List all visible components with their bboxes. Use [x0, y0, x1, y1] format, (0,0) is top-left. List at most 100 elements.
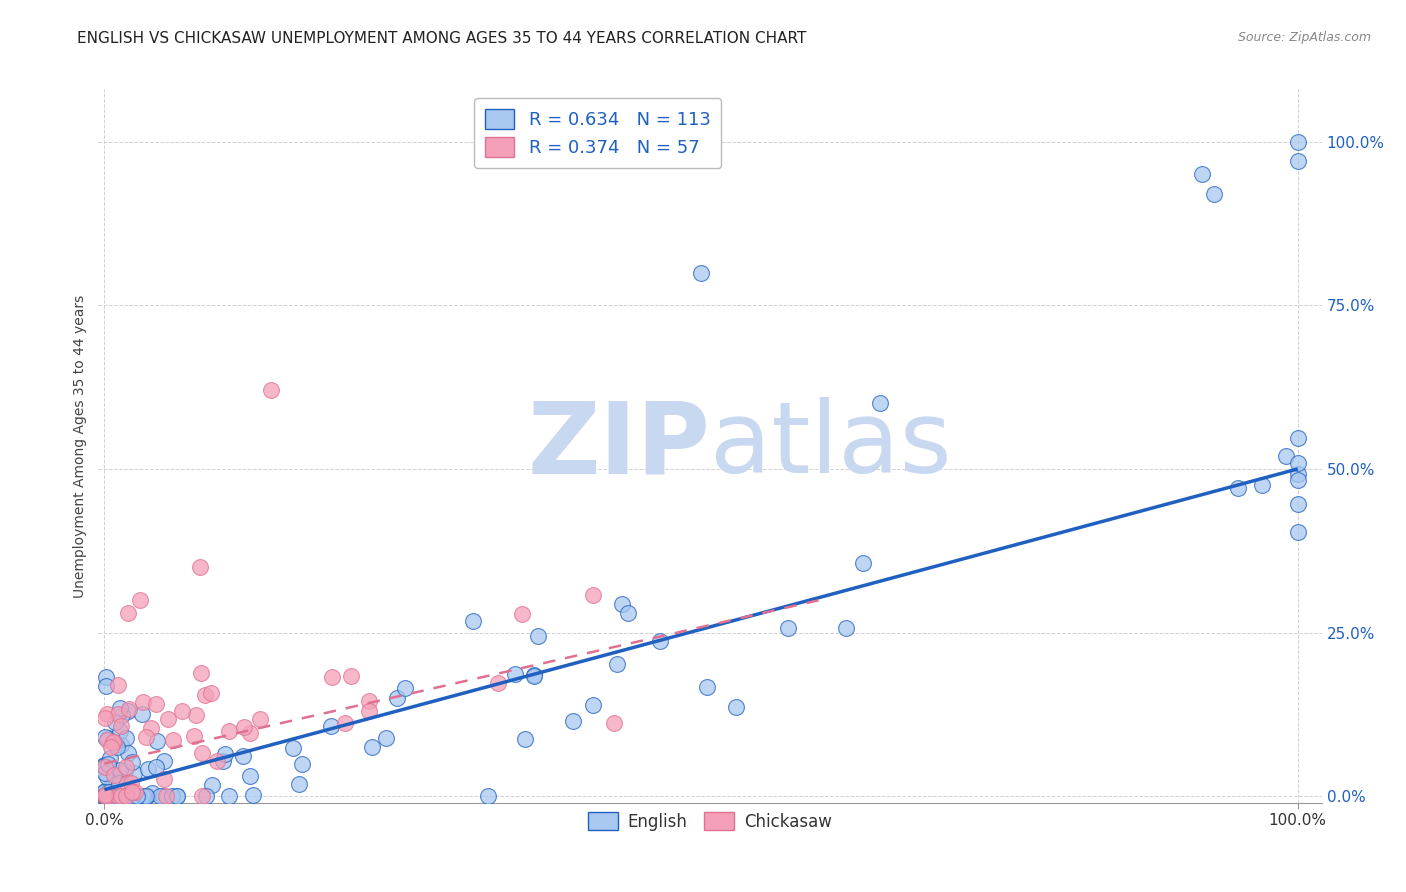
- Point: [111, 789, 134, 804]
- Point: [110, 738, 132, 752]
- Point: [340, 669, 363, 683]
- Text: Source: ZipAtlas.com: Source: ZipAtlas.com: [1237, 31, 1371, 45]
- Point: [108, 700, 131, 714]
- Point: [94, 788, 117, 802]
- Point: [562, 714, 585, 728]
- Point: [139, 722, 162, 736]
- Point: [1251, 478, 1274, 492]
- Point: [232, 749, 254, 764]
- Point: [104, 714, 127, 729]
- Point: [98, 785, 121, 799]
- Point: [132, 789, 155, 804]
- Point: [117, 746, 139, 760]
- Point: [94, 789, 117, 803]
- Point: [94, 789, 117, 804]
- Point: [357, 704, 380, 718]
- Point: [190, 746, 212, 760]
- Point: [146, 734, 169, 748]
- Point: [93, 759, 115, 773]
- Point: [111, 707, 134, 722]
- Point: [1191, 167, 1213, 181]
- Point: [110, 718, 132, 732]
- Point: [96, 789, 118, 804]
- Text: ENGLISH VS CHICKASAW UNEMPLOYMENT AMONG AGES 35 TO 44 YEARS CORRELATION CHART: ENGLISH VS CHICKASAW UNEMPLOYMENT AMONG …: [77, 31, 807, 46]
- Point: [96, 670, 118, 684]
- Point: [523, 668, 546, 682]
- Point: [131, 695, 153, 709]
- Point: [512, 607, 534, 621]
- Point: [205, 754, 228, 768]
- Point: [1286, 431, 1309, 445]
- Point: [100, 740, 122, 755]
- Point: [93, 785, 115, 799]
- Point: [321, 670, 343, 684]
- Point: [107, 677, 129, 691]
- Point: [486, 676, 509, 690]
- Point: [239, 725, 262, 739]
- Point: [93, 766, 115, 780]
- Point: [374, 731, 396, 745]
- Point: [124, 785, 146, 799]
- Point: [131, 706, 153, 721]
- Point: [603, 715, 626, 730]
- Point: [136, 762, 159, 776]
- Point: [188, 560, 211, 574]
- Point: [115, 789, 138, 804]
- Text: atlas: atlas: [710, 398, 952, 494]
- Point: [696, 681, 718, 695]
- Point: [94, 760, 117, 774]
- Point: [115, 789, 138, 804]
- Point: [200, 686, 222, 700]
- Point: [291, 756, 314, 771]
- Point: [335, 715, 357, 730]
- Point: [110, 789, 132, 804]
- Point: [135, 789, 157, 804]
- Point: [238, 769, 260, 783]
- Point: [103, 735, 125, 749]
- Point: [127, 789, 149, 804]
- Point: [93, 757, 115, 772]
- Point: [108, 789, 131, 804]
- Point: [145, 697, 167, 711]
- Point: [166, 789, 188, 804]
- Point: [582, 698, 605, 712]
- Point: [153, 772, 176, 786]
- Point: [141, 787, 163, 801]
- Point: [98, 789, 121, 804]
- Point: [869, 396, 891, 410]
- Point: [190, 665, 212, 680]
- Point: [117, 704, 139, 718]
- Point: [195, 789, 218, 804]
- Point: [214, 747, 236, 762]
- Point: [97, 731, 120, 746]
- Point: [612, 598, 634, 612]
- Point: [1286, 456, 1309, 470]
- Point: [108, 763, 131, 777]
- Point: [725, 699, 748, 714]
- Point: [103, 734, 125, 748]
- Point: [1286, 473, 1309, 487]
- Point: [461, 614, 484, 628]
- Point: [96, 679, 118, 693]
- Point: [288, 777, 311, 791]
- Point: [129, 592, 152, 607]
- Point: [96, 732, 118, 747]
- Point: [115, 731, 138, 745]
- Point: [527, 630, 550, 644]
- Point: [1286, 524, 1309, 539]
- Point: [108, 776, 131, 790]
- Point: [93, 789, 115, 804]
- Point: [100, 789, 122, 803]
- Point: [98, 780, 121, 795]
- Point: [96, 770, 118, 784]
- Point: [107, 707, 129, 722]
- Point: [93, 789, 115, 804]
- Point: [394, 681, 416, 695]
- Point: [120, 789, 142, 804]
- Point: [136, 789, 159, 804]
- Point: [1286, 135, 1309, 149]
- Point: [218, 789, 240, 804]
- Point: [115, 760, 138, 774]
- Point: [170, 705, 193, 719]
- Point: [93, 789, 115, 804]
